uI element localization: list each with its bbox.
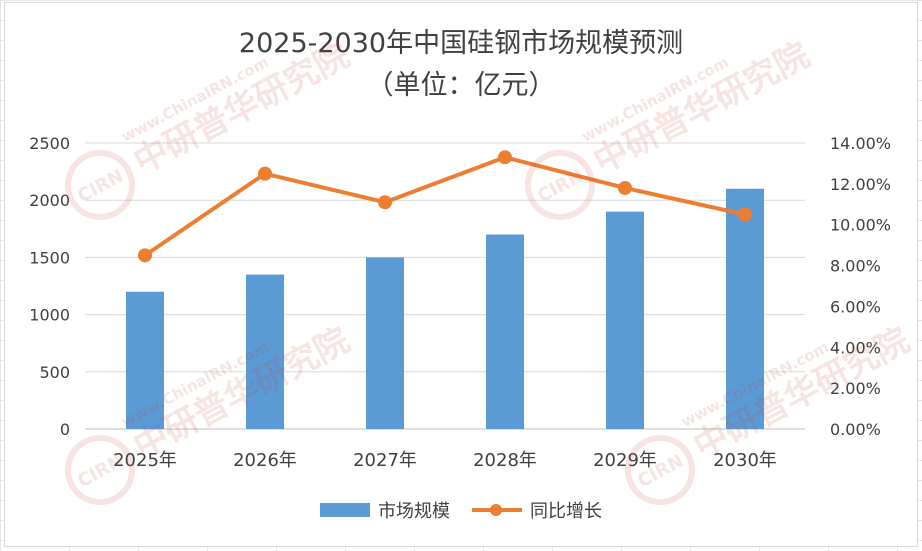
right-tick-label: 14.00%	[830, 134, 891, 153]
bar	[726, 188, 764, 429]
left-axis: 0 500 1000 1500 2000 2500	[29, 134, 70, 439]
bar	[486, 234, 524, 429]
right-tick-label: 8.00%	[830, 257, 881, 276]
x-tick-label: 2026年	[233, 450, 297, 471]
x-tick-label: 2027年	[353, 450, 417, 471]
right-tick-label: 0.00%	[830, 420, 881, 439]
watermark-logo-text: CIRN	[74, 166, 127, 207]
x-tick-label: 2025年	[113, 450, 177, 471]
growth-point	[378, 195, 392, 210]
growth-line	[143, 155, 746, 258]
right-axis: 0.00% 2.00% 4.00% 6.00% 8.00% 10.00% 12.00% 14.…	[830, 134, 891, 439]
chart-title: 2025-2030年中国硅钢市场规模预测	[238, 28, 684, 59]
growth-point	[618, 180, 632, 195]
growth-point	[258, 166, 272, 181]
watermark-logo	[525, 150, 595, 220]
right-tick-label: 2.00%	[830, 379, 881, 398]
right-tick-label: 12.00%	[830, 175, 891, 194]
x-tick-label: 2030年	[713, 450, 777, 471]
bar-series	[126, 188, 764, 429]
growth-point	[738, 207, 752, 222]
legend-line-swatch	[472, 503, 522, 517]
bar	[126, 291, 164, 429]
left-tick-label: 0	[60, 420, 70, 439]
x-axis: 2025年 2026年 2027年 2028年 2029年 2030年	[113, 450, 777, 471]
growth-point	[498, 150, 512, 165]
left-tick-label: 2500	[29, 134, 70, 153]
right-tick-label: 6.00%	[830, 297, 881, 316]
legend-bar-swatch	[320, 503, 370, 517]
legend-label-line: 同比增长	[530, 501, 602, 522]
growth-point	[138, 248, 152, 263]
legend-label-bar: 市场规模	[378, 501, 450, 522]
watermark-logo	[65, 150, 135, 220]
bar	[246, 274, 284, 429]
legend: 市场规模 同比增长	[0, 497, 922, 523]
bar	[606, 211, 644, 429]
left-tick-label: 500	[39, 363, 70, 382]
x-tick-label: 2029年	[593, 450, 657, 471]
watermark-logo	[65, 435, 135, 505]
left-tick-label: 1000	[29, 306, 70, 325]
left-tick-label: 2000	[29, 191, 70, 210]
bar	[366, 257, 404, 429]
watermark-logo-text: CIRN	[74, 451, 127, 492]
chart-area[interactable]	[4, 2, 918, 547]
watermark-logo	[625, 435, 695, 505]
left-tick-label: 1500	[29, 248, 70, 267]
right-tick-label: 4.00%	[830, 338, 881, 357]
legend-item-line[interactable]: 同比增长	[472, 497, 602, 523]
right-tick-label: 10.00%	[830, 216, 891, 235]
x-tick-label: 2028年	[473, 450, 537, 471]
line-series	[138, 150, 752, 263]
legend-item-bar[interactable]: 市场规模	[320, 497, 450, 523]
chart-subtitle: （单位：亿元）	[366, 70, 556, 101]
